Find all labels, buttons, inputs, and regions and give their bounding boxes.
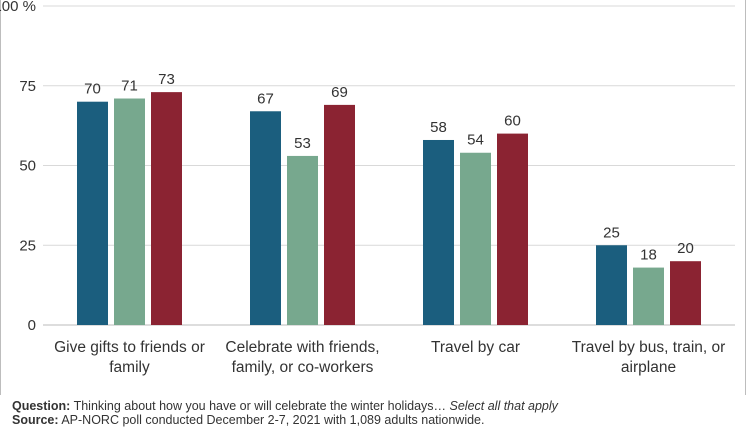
bar <box>460 152 491 325</box>
y-axis-ticks: 0 25 50 75 100 % <box>0 0 36 334</box>
y-tick-label: 75 <box>19 78 36 95</box>
category-label: family <box>109 359 150 376</box>
source-note: Source: AP-NORC poll conducted December … <box>12 413 484 427</box>
data-label: 69 <box>331 84 348 101</box>
source-text: AP-NORC poll conducted December 2-7, 202… <box>58 413 485 427</box>
data-label: 60 <box>504 113 521 130</box>
question-text: Thinking about how you have or will cele… <box>70 399 450 413</box>
bar <box>596 245 627 325</box>
data-label: 54 <box>467 132 484 149</box>
data-label: 18 <box>640 247 657 264</box>
frame-right-border <box>745 0 746 395</box>
question-label: Question: <box>12 399 71 413</box>
data-label: 73 <box>158 71 175 88</box>
bar <box>250 111 281 326</box>
category-label: family, or co-workers <box>232 359 374 376</box>
source-label: Source: <box>12 413 59 427</box>
bar <box>670 261 701 325</box>
category-label: Travel by bus, train, or <box>572 339 726 356</box>
bar <box>77 101 108 325</box>
data-label: 53 <box>294 135 311 152</box>
category-label: Travel by car <box>431 339 520 356</box>
data-label: 70 <box>84 81 101 98</box>
bar <box>633 267 664 325</box>
data-label: 25 <box>603 224 620 241</box>
data-label: 71 <box>121 78 138 95</box>
y-tick-label: 100 % <box>0 0 36 15</box>
question-note: Question: Thinking about how you have or… <box>12 399 558 413</box>
y-tick-label: 0 <box>28 317 36 334</box>
question-italic: Select all that apply <box>449 399 558 413</box>
bar <box>287 155 318 325</box>
bar <box>151 92 182 325</box>
data-label: 58 <box>430 119 447 136</box>
data-label: 67 <box>257 90 274 107</box>
y-tick-label: 50 <box>19 158 36 175</box>
frame-left-border <box>0 0 1 395</box>
y-tick-label: 25 <box>19 237 36 254</box>
category-label: Give gifts to friends or <box>54 339 205 356</box>
gridlines <box>43 5 735 326</box>
category-labels: Give gifts to friends or family Celebrate … <box>54 339 725 376</box>
bar <box>114 98 145 325</box>
bar <box>423 139 454 325</box>
bar <box>497 133 528 325</box>
category-label: Celebrate with friends, <box>225 339 379 356</box>
category-label: airplane <box>621 359 676 376</box>
bars <box>77 92 701 326</box>
bar <box>324 104 355 325</box>
data-label: 20 <box>677 240 694 257</box>
bar-chart: 0 25 50 75 100 % 70 71 73 67 53 69 58 54 60 25 18 20 Gi… <box>0 0 735 376</box>
data-labels: 70 71 73 67 53 69 58 54 60 25 18 20 <box>84 71 694 263</box>
